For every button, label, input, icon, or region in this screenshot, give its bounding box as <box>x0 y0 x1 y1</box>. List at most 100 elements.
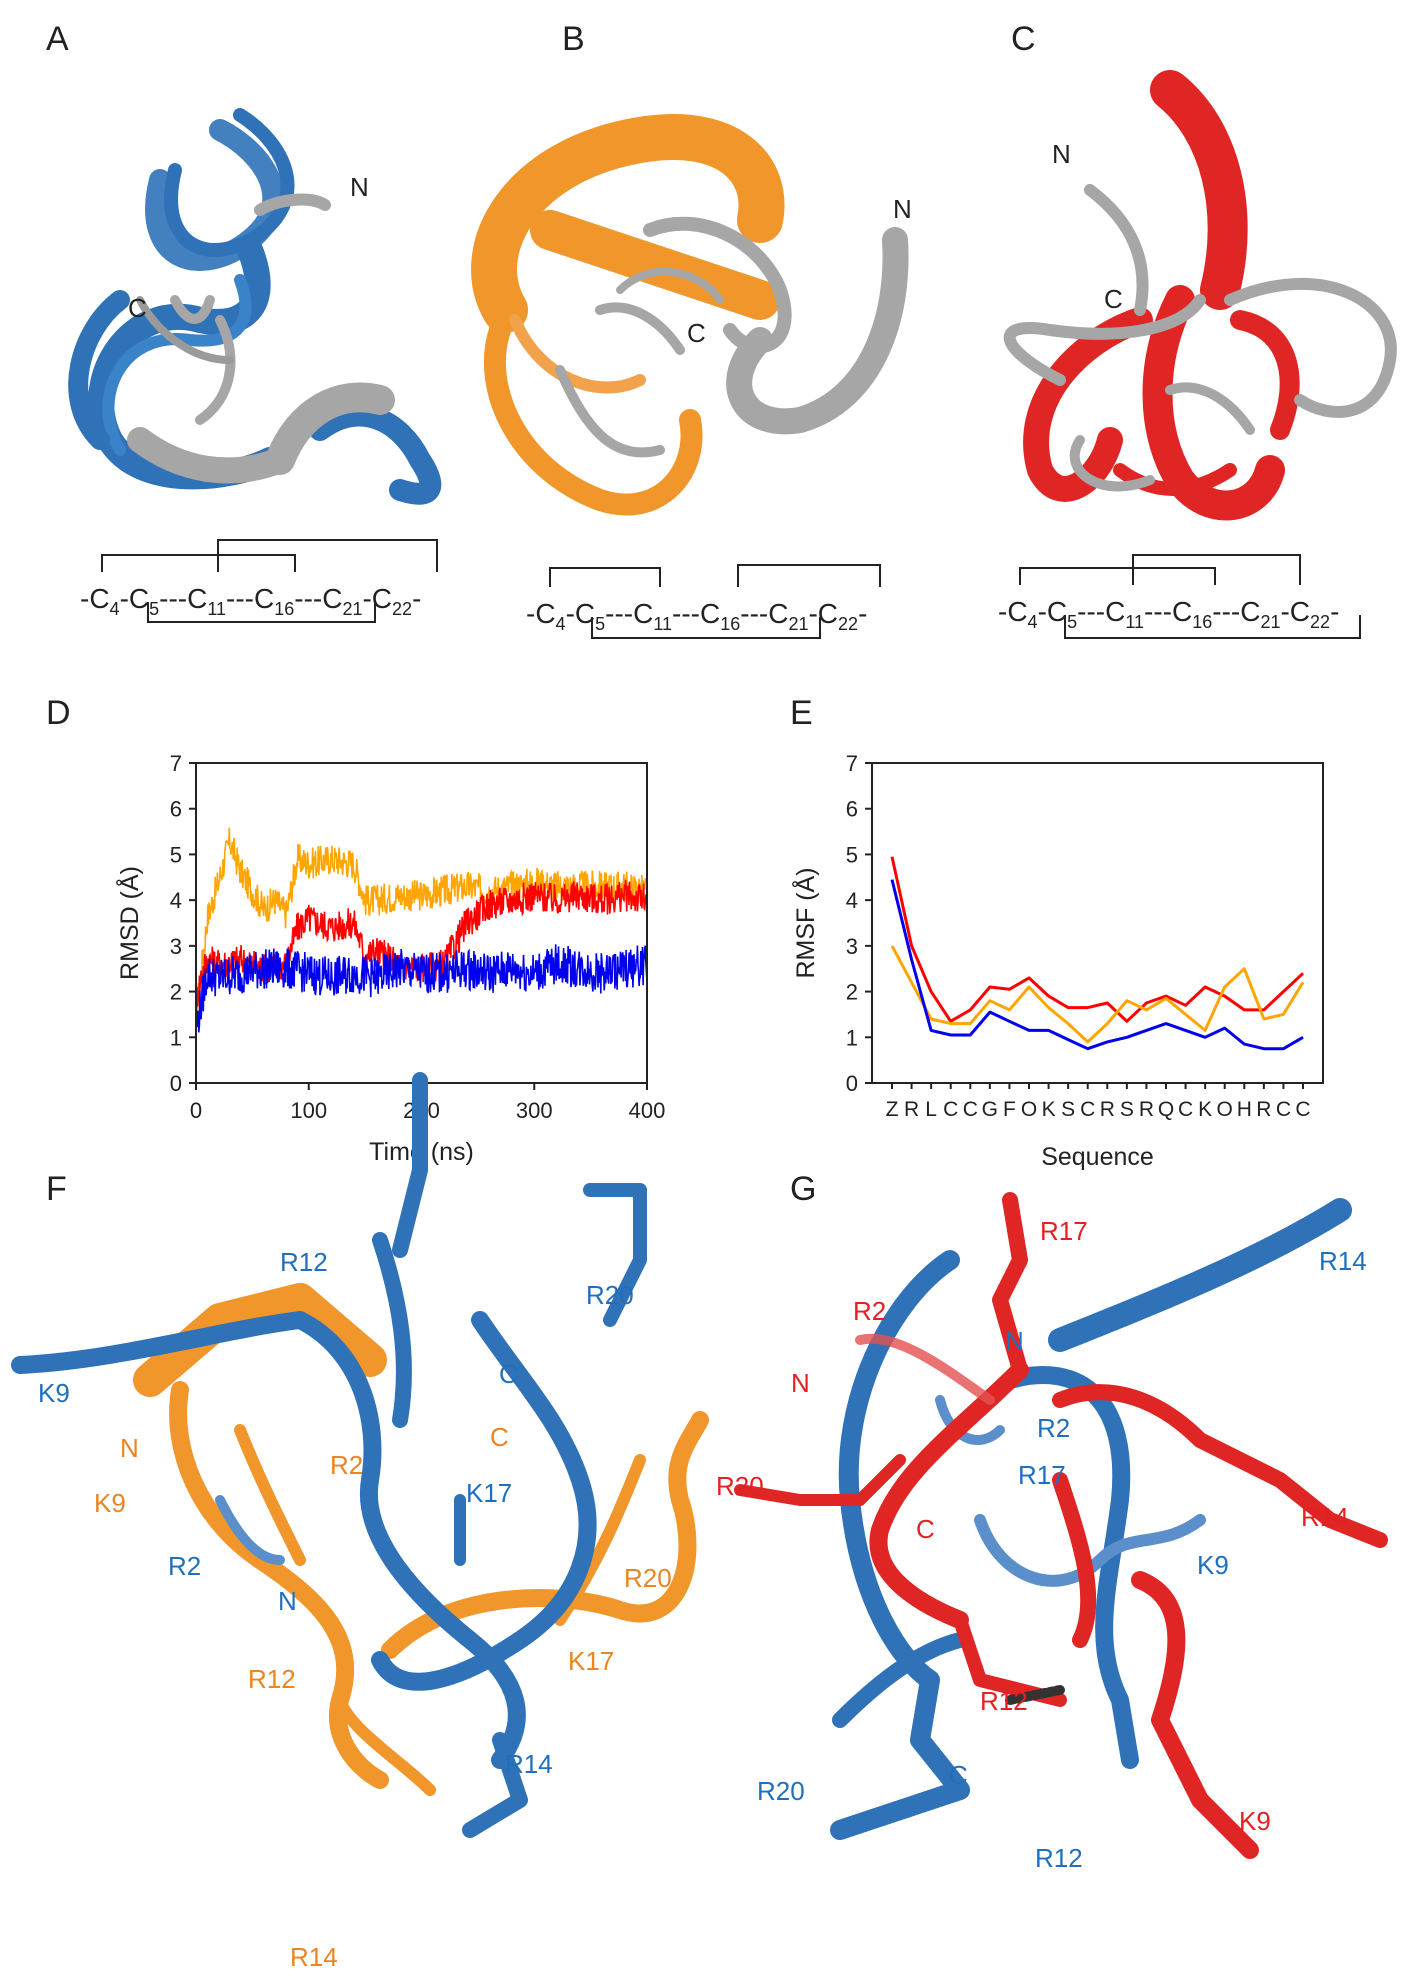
rmsf-xtick-label: R <box>1100 1098 1115 1121</box>
panel-g-label-c-red: C <box>916 1514 935 1544</box>
rmsf-xtick-label: K <box>1198 1098 1212 1121</box>
panel-f-label-k9-orange: K9 <box>94 1488 126 1518</box>
panel-f-label-r20-orange: R20 <box>624 1563 672 1593</box>
rmsf-xlabel: Sequence <box>1041 1143 1154 1171</box>
rmsf-ytick-label: 1 <box>846 1025 858 1050</box>
rmsf-ytick-label: 7 <box>846 751 858 776</box>
rmsd-xtick-label: 100 <box>290 1098 327 1123</box>
panel-f-label-r14-blue: R14 <box>505 1749 553 1779</box>
rmsf-xtick-label: O <box>1217 1098 1233 1121</box>
panel-c-disulfide-brackets <box>1019 554 1361 639</box>
rmsf-xtick-label: S <box>1120 1098 1134 1121</box>
panel-b-c-label: C <box>687 318 706 348</box>
panel-f-label-r14-orange: R14 <box>290 1942 338 1972</box>
rmsd-ylabel: RMSD (Å) <box>114 866 144 980</box>
panel-g-label-r14-blue: R14 <box>1319 1246 1367 1276</box>
panel-f-label-n-blue: N <box>278 1586 297 1616</box>
rmsf-series-line <box>890 856 1305 1023</box>
rmsd-plot-frame <box>195 762 648 1084</box>
panel-a: A N C -C4-C5---C11---C16---C21-C22- <box>46 20 442 623</box>
panel-g-label-r14-red: R14 <box>1301 1502 1349 1532</box>
panel-f-label-c-orange: C <box>490 1422 509 1452</box>
panel-f-label-k17-orange: K17 <box>568 1646 614 1676</box>
panel-f-label-n-orange: N <box>120 1433 139 1463</box>
panel-b-n-label: N <box>893 194 912 224</box>
rmsd-xtick-label: 400 <box>629 1098 666 1123</box>
rmsf-plot-frame <box>871 762 1324 1084</box>
panel-b-letter: B <box>562 20 585 58</box>
panel-a-c-label: C <box>128 293 147 323</box>
panel-c-bond-scheme: -C4-C5---C11---C16---C21-C22- <box>998 596 1339 632</box>
panel-b-disulfide-brackets <box>549 564 881 639</box>
panel-f-label-r2-blue-top: R2 <box>330 1450 363 1480</box>
rmsf-ytick-label: 2 <box>846 980 858 1005</box>
panel-g-label-r20-blue: R20 <box>757 1776 805 1806</box>
panel-f-label-c-blue: C <box>499 1359 518 1389</box>
panel-g-label-r12-red: R12 <box>980 1686 1028 1716</box>
rmsd-series-line <box>195 944 648 1034</box>
rmsd-ytick-label: 6 <box>170 797 182 822</box>
rmsd-ytick-label: 5 <box>170 842 182 867</box>
rmsd-ytick-label: 4 <box>170 888 182 913</box>
rmsf-series-line <box>890 879 1304 1051</box>
rmsd-ytick-label: 0 <box>170 1071 182 1096</box>
panel-b-structure <box>471 114 909 516</box>
panel-f-labels: R12 R20 C K9 R2 K17 R2 N R14 N K9 C R20 … <box>38 1247 672 1972</box>
panel-g-label-n-blue: N <box>1005 1326 1024 1356</box>
panel-f-label-k17-blue: K17 <box>466 1478 512 1508</box>
panel-a-structure <box>68 108 442 505</box>
rmsf-xtick-label: R <box>904 1098 919 1121</box>
panel-a-bond-scheme: -C4-C5---C11---C16---C21-C22- <box>80 583 421 619</box>
panel-g-label-c-blue: C <box>949 1760 968 1790</box>
rmsd-xtick-label: 300 <box>516 1098 553 1123</box>
panel-f-label-r2-blue: R2 <box>168 1551 201 1581</box>
panel-b: B N C -C4-C5---C11---C16---C21-C22- <box>471 20 912 639</box>
rmsf-xtick-label: C <box>1080 1098 1095 1121</box>
panel-d-letter: D <box>46 694 71 732</box>
panel-g-labels: R17 R2 N R20 C R14 R12 K9 R14 N R2 R17 K… <box>716 1216 1367 1873</box>
rmsd-ytick-label: 1 <box>170 1025 182 1050</box>
rmsf-xtick-label: K <box>1042 1098 1056 1121</box>
panel-g-structure <box>734 1192 1388 1859</box>
panel-c-c-label: C <box>1104 284 1123 314</box>
rmsf-xtick-label: S <box>1061 1098 1075 1121</box>
panel-g-label-r17-blue: R17 <box>1018 1460 1066 1490</box>
rmsf-ytick-label: 5 <box>846 842 858 867</box>
rmsf-xtick-label: L <box>925 1098 937 1121</box>
panel-f-label-r12-orange: R12 <box>248 1664 296 1694</box>
rmsf-xtick-label: R <box>1256 1098 1271 1121</box>
panel-g-label-r17-red: R17 <box>1040 1216 1088 1246</box>
rmsf-xtick-label: C <box>943 1098 958 1121</box>
panel-g: G R17 R2 N R20 C R14 R12 <box>716 1170 1388 1873</box>
panel-g-label-r2-red: R2 <box>853 1296 886 1326</box>
panel-a-letter: A <box>46 20 69 58</box>
rmsf-xtick-label: C <box>1178 1098 1193 1121</box>
rmsd-xtick-label: 0 <box>190 1098 202 1123</box>
rmsf-series-line <box>890 945 1305 1044</box>
rmsf-xtick-label: G <box>982 1098 998 1121</box>
panel-g-label-r12-blue: R12 <box>1035 1843 1083 1873</box>
rmsf-xtick-label: H <box>1237 1098 1252 1121</box>
rmsf-xtick-label: Q <box>1158 1098 1174 1121</box>
rmsf-xtick-label: C <box>1295 1098 1310 1121</box>
panel-c-letter: C <box>1011 20 1036 58</box>
rmsd-ytick-label: 2 <box>170 980 182 1005</box>
rmsf-ytick-label: 6 <box>846 797 858 822</box>
panel-f: F R12 R20 C K9 R2 K17 R2 N <box>11 1072 709 1972</box>
panel-c: C N C -C4-C5---C11---C16---C21-C22- <box>998 20 1397 639</box>
rmsf-xtick-label: C <box>963 1098 978 1121</box>
rmsf-xtick-label: R <box>1139 1098 1154 1121</box>
panel-b-bond-scheme: -C4-C5---C11---C16---C21-C22- <box>526 598 867 634</box>
panel-f-label-k9-blue: K9 <box>38 1378 70 1408</box>
panel-a-n-label: N <box>350 172 369 202</box>
rmsd-ytick-label: 3 <box>170 934 182 959</box>
panel-f-letter: F <box>46 1170 67 1208</box>
panel-g-label-k9-blue: K9 <box>1197 1550 1229 1580</box>
panel-g-letter: G <box>790 1170 816 1208</box>
panel-g-label-r2-blue: R2 <box>1037 1413 1070 1443</box>
